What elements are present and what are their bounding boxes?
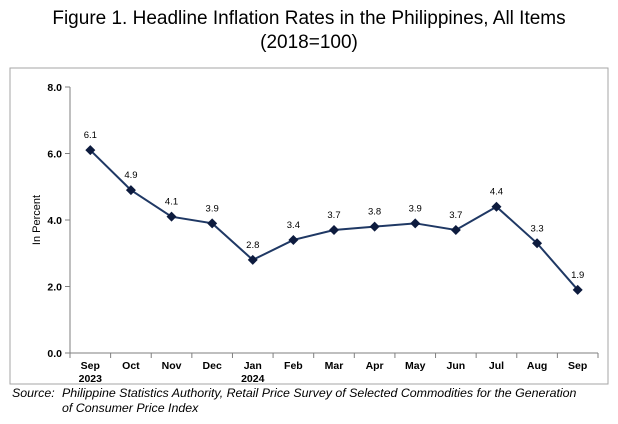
- x-tick-label: Nov: [162, 360, 182, 372]
- chart-title: Figure 1. Headline Inflation Rates in th…: [52, 8, 566, 29]
- data-point: [207, 218, 218, 229]
- data-point: [85, 145, 96, 156]
- data-label: 1.9: [571, 270, 584, 281]
- data-label: 3.9: [409, 203, 422, 214]
- x-tick-label: Jan: [244, 360, 262, 372]
- data-label: 4.1: [165, 197, 178, 208]
- data-point: [288, 234, 299, 245]
- source-line1: Philippine Statistics Authority, Retail …: [62, 386, 577, 400]
- x-tick-label: Apr: [366, 360, 384, 372]
- data-point: [450, 224, 461, 235]
- y-axis-label: In Percent: [31, 195, 43, 245]
- data-point: [410, 218, 421, 229]
- data-point: [491, 201, 502, 212]
- data-label: 3.3: [530, 223, 543, 234]
- x-tick-label: Feb: [284, 360, 303, 372]
- x-tick-label: May: [405, 360, 426, 372]
- x-tick-label: Sep: [568, 360, 587, 372]
- x-tick-label: Sep: [81, 360, 100, 372]
- x-tick-label: Oct: [122, 360, 140, 372]
- x-year-label: 2023: [79, 373, 103, 385]
- chart-subtitle: (2018=100): [260, 32, 358, 53]
- data-label: 6.1: [84, 130, 97, 141]
- data-label: 2.8: [246, 240, 259, 251]
- data-point: [247, 254, 258, 265]
- source-line2: of Consumer Price Index: [62, 400, 199, 415]
- source-prefix: Source:: [12, 386, 55, 400]
- data-label: 3.7: [449, 210, 462, 221]
- chart-frame: [9, 67, 609, 385]
- y-tick-label: 2.0: [47, 282, 62, 294]
- x-tick-label: Jul: [489, 360, 504, 372]
- data-point: [369, 221, 380, 232]
- source-note: Source: Philippine Statistics Authority, …: [12, 386, 608, 415]
- data-label: 3.4: [287, 220, 300, 231]
- y-tick-label: 4.0: [47, 215, 62, 227]
- data-point: [572, 284, 583, 295]
- data-label: 4.4: [490, 187, 503, 198]
- x-tick-label: Jun: [447, 360, 466, 372]
- x-tick-label: Aug: [527, 360, 547, 372]
- data-point: [166, 211, 177, 222]
- data-point: [329, 224, 339, 235]
- x-tick-label: Dec: [203, 360, 222, 372]
- data-label: 3.9: [206, 203, 219, 214]
- data-label: 4.9: [124, 170, 137, 181]
- data-point: [532, 238, 543, 249]
- data-label: 3.8: [368, 207, 381, 218]
- y-tick-label: 6.0: [47, 149, 62, 161]
- data-label: 3.7: [327, 210, 340, 221]
- y-tick-label: 0.0: [47, 348, 62, 360]
- x-year-label: 2024: [241, 373, 265, 385]
- y-tick-label: 8.0: [47, 82, 62, 94]
- x-tick-label: Mar: [325, 360, 344, 372]
- data-point: [125, 185, 136, 196]
